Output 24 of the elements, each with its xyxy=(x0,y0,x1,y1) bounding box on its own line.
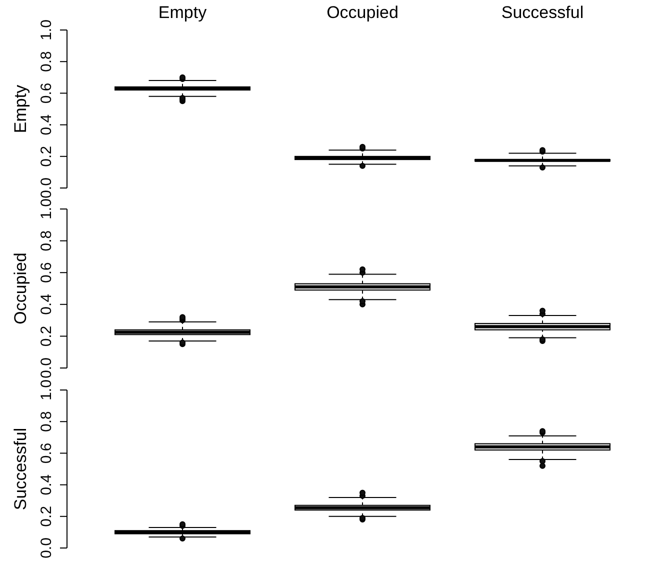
y-tick-label: 0.4 xyxy=(38,114,55,136)
x-tick-label: Empty xyxy=(158,3,208,22)
x-tick-label: Occupied xyxy=(326,3,398,22)
y-tick-label: 0.6 xyxy=(38,262,55,284)
y-axis-title: Empty xyxy=(11,84,30,134)
x-tick-label: Successful xyxy=(501,3,584,22)
y-axis-title: Occupied xyxy=(11,252,30,324)
y-tick-label: 0.0 xyxy=(38,178,55,198)
y-tick-label: 0.0 xyxy=(38,538,55,558)
y-tick-label: 0.8 xyxy=(38,230,55,252)
y-axis-title: Successful xyxy=(11,428,30,510)
y-tick-label: 1.0 xyxy=(38,20,55,40)
y-tick-label: 0.2 xyxy=(38,506,55,527)
y-tick-label: 0.8 xyxy=(38,411,55,432)
y-tick-label: 0.0 xyxy=(38,358,55,378)
y-tick-label: 0.2 xyxy=(38,146,55,167)
y-tick-label: 1.0 xyxy=(38,380,55,400)
y-tick-label: 0.6 xyxy=(38,442,55,464)
y-tick-label: 0.6 xyxy=(38,82,55,104)
y-tick-label: 0.4 xyxy=(38,474,55,496)
y-tick-label: 1.0 xyxy=(38,198,55,220)
y-tick-label: 0.8 xyxy=(38,51,55,72)
y-tick-label: 0.2 xyxy=(38,326,55,347)
y-tick-label: 0.4 xyxy=(38,294,55,315)
